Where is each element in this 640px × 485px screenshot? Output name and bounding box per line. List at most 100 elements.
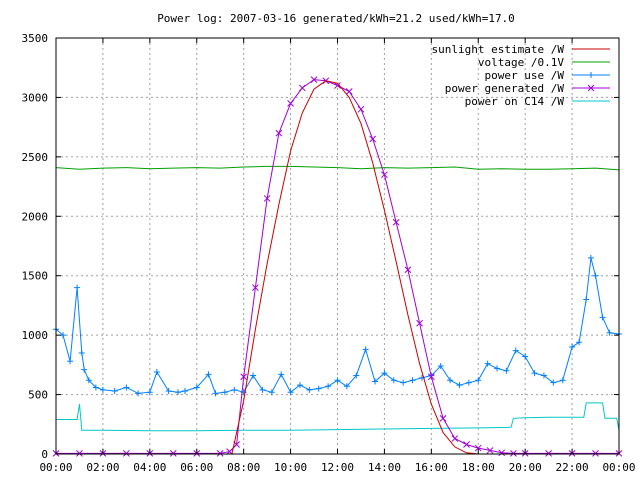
x-tick-label: 12:00 xyxy=(321,461,354,474)
data-point xyxy=(315,385,322,392)
data-point xyxy=(484,360,491,367)
data-point xyxy=(216,450,224,457)
series-4 xyxy=(56,402,620,432)
data-point xyxy=(357,105,365,113)
data-point xyxy=(400,379,407,386)
data-point xyxy=(381,171,388,179)
data-point xyxy=(498,449,506,457)
data-point xyxy=(165,388,172,395)
data-point xyxy=(135,390,142,397)
data-point xyxy=(540,372,547,379)
data-point xyxy=(576,339,583,346)
data-point xyxy=(123,450,130,457)
series-line xyxy=(231,80,479,455)
data-point xyxy=(404,266,412,274)
x-tick-label: 14:00 xyxy=(368,461,401,474)
data-point xyxy=(231,386,238,393)
y-axis: 0 500 1000 1500 2000 2500 3000 3500 xyxy=(22,32,619,461)
x-tick-label: 00:00 xyxy=(39,461,72,474)
data-point xyxy=(252,284,259,291)
y-tick-label: 1000 xyxy=(22,329,49,342)
data-point xyxy=(456,382,463,389)
data-point xyxy=(427,373,435,381)
series-line xyxy=(55,165,620,171)
data-point xyxy=(92,384,99,391)
legend-label: power on C14 /W xyxy=(465,95,565,108)
legend-label: power use /W xyxy=(485,69,565,82)
series-3 xyxy=(52,76,623,457)
data-point xyxy=(78,349,85,356)
y-tick-label: 3000 xyxy=(22,91,49,104)
data-point xyxy=(275,129,283,137)
y-tick-label: 2500 xyxy=(22,151,49,164)
x-tick-label: 02:00 xyxy=(86,461,119,474)
data-point xyxy=(146,389,153,396)
data-point xyxy=(559,377,566,384)
data-point xyxy=(240,373,248,381)
data-point xyxy=(372,378,379,385)
data-point xyxy=(369,135,377,143)
data-point xyxy=(512,347,519,354)
data-point xyxy=(606,329,613,336)
data-point xyxy=(205,371,212,378)
data-point xyxy=(169,450,177,457)
data-point xyxy=(259,386,266,393)
data-point xyxy=(81,366,88,373)
data-point xyxy=(287,389,294,396)
data-point xyxy=(503,367,510,374)
data-point xyxy=(268,389,275,396)
x-tick-label: 20:00 xyxy=(509,461,542,474)
data-point xyxy=(221,389,228,396)
series-line xyxy=(56,79,619,454)
data-point xyxy=(599,314,606,321)
data-point xyxy=(298,84,306,92)
data-point xyxy=(325,383,332,390)
data-point xyxy=(587,254,594,261)
legend-marker xyxy=(587,84,595,92)
data-point xyxy=(296,382,303,389)
data-point xyxy=(174,389,181,396)
x-tick-label: 04:00 xyxy=(133,461,166,474)
x-axis: 00:00 02:00 04:00 06:00 08:00 10:00 12:00 14:00… xyxy=(39,38,636,474)
data-point xyxy=(278,371,285,378)
series-0 xyxy=(231,80,479,455)
data-point xyxy=(182,388,189,395)
data-point xyxy=(569,344,576,351)
data-point xyxy=(334,82,341,89)
data-point xyxy=(212,390,219,397)
data-point xyxy=(416,319,423,327)
data-point xyxy=(439,414,447,422)
legend-label: voltage /0.1V xyxy=(478,56,564,69)
data-point xyxy=(345,88,353,95)
y-tick-label: 2000 xyxy=(22,210,49,223)
data-point xyxy=(76,450,83,457)
data-point xyxy=(381,370,388,377)
x-tick-label: 16:00 xyxy=(415,461,448,474)
data-point xyxy=(60,332,67,339)
data-point xyxy=(99,386,106,393)
data-point xyxy=(592,450,599,457)
data-point xyxy=(343,383,350,390)
data-point xyxy=(306,386,313,393)
legend-label: sunlight estimate /W xyxy=(432,43,565,56)
legend-label: power generated /W xyxy=(445,82,565,95)
data-point xyxy=(451,435,459,442)
data-point xyxy=(550,379,557,386)
data-point xyxy=(353,372,360,379)
data-point xyxy=(494,365,501,372)
data-point xyxy=(263,195,271,202)
y-tick-label: 1500 xyxy=(22,270,49,283)
grid xyxy=(56,38,619,454)
data-point xyxy=(437,363,444,370)
x-tick-label: 08:00 xyxy=(227,461,260,474)
data-point xyxy=(74,284,81,291)
data-point xyxy=(85,377,92,384)
data-point xyxy=(447,377,454,384)
data-point xyxy=(409,377,416,384)
data-point xyxy=(486,447,494,454)
data-point xyxy=(475,377,482,384)
data-point xyxy=(463,441,470,448)
data-point xyxy=(392,218,400,226)
